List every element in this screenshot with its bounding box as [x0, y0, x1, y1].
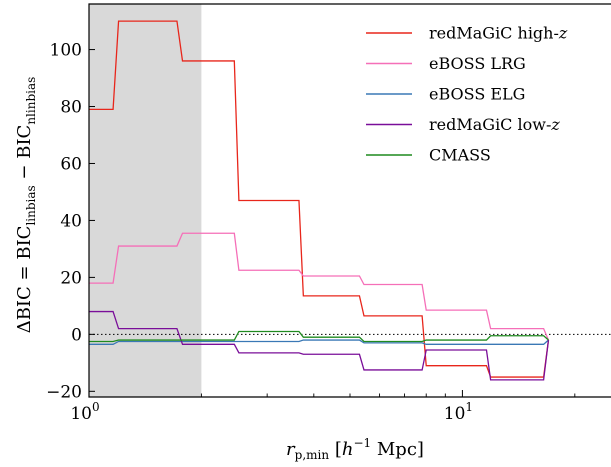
series-line-0: [89, 20, 550, 378]
legend-label: redMaGiC low-z: [429, 115, 560, 134]
series-lines: [89, 20, 550, 381]
legend: redMaGiC high-z eBOSS LRG eBOSS ELG redMaGi…: [366, 24, 568, 165]
shaded-region: [89, 4, 202, 397]
y-tick-label: 20: [60, 268, 82, 288]
legend-label: CMASS: [429, 146, 491, 165]
y-tick-label: 0: [71, 325, 82, 345]
y-tick-label: 100: [50, 41, 82, 61]
x-axis-label: rp,min [h−1 Mpc]: [286, 436, 424, 462]
legend-label: eBOSS ELG: [429, 85, 525, 104]
legend-label: eBOSS LRG: [429, 54, 526, 73]
plot-frame: [88, 3, 611, 398]
legend-label: redMaGiC high-z: [429, 24, 568, 43]
series-line-2: [89, 339, 549, 345]
x-tick-label: 101: [444, 400, 473, 424]
y-tick-label: −20: [46, 382, 82, 402]
y-tick-label: 60: [60, 154, 82, 174]
y-tick-label: 80: [60, 98, 82, 118]
x-tick-label: 100: [70, 400, 99, 424]
y-tick-label: 40: [60, 211, 82, 231]
series-line-1: [89, 232, 550, 341]
y-axis-label: ΔBIC = BIClinbias − BICnlinbias: [14, 77, 38, 334]
series-line-3: [89, 310, 550, 381]
series-line-4: [89, 330, 549, 343]
